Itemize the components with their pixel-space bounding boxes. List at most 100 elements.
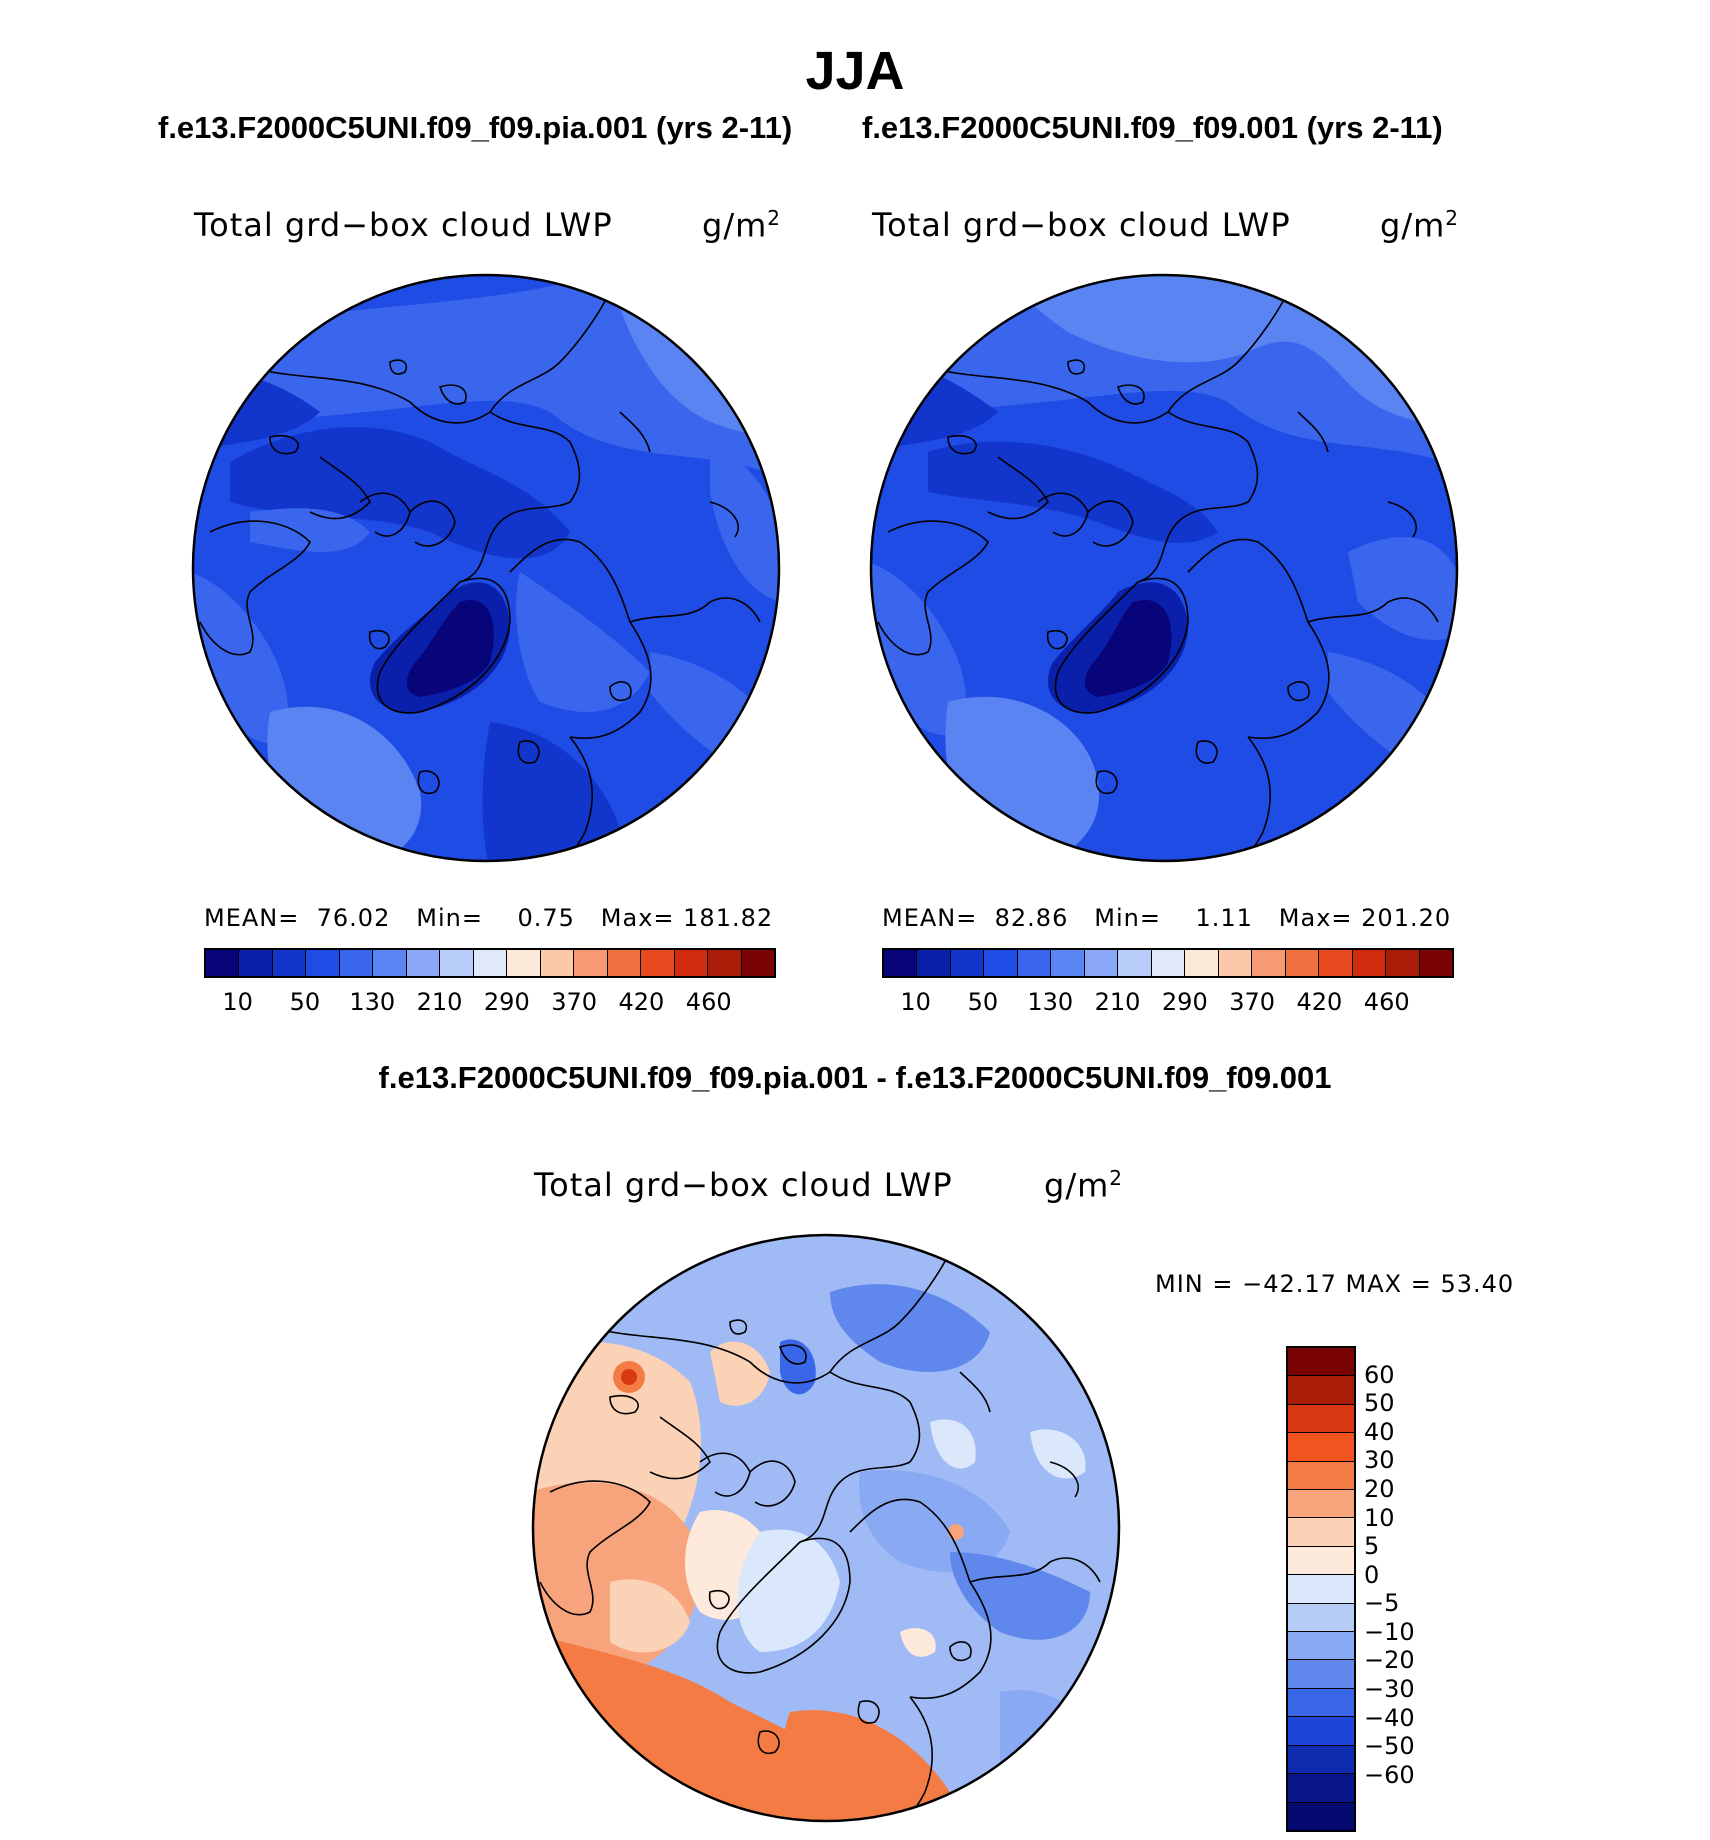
diff-colorbar-segment [1288,1745,1354,1775]
panel1-units-label: g/m2 [702,206,781,245]
panel2-colorbar-tick-label: 370 [1229,988,1276,1016]
panel2-colorbar-segment [1218,950,1253,976]
map-panel-2-coastlines [877,291,1449,861]
diff-colorbar [1286,1346,1356,1832]
panel2-colorbar-segment [1319,950,1353,976]
panel2-colorbar-tick-label: 420 [1296,988,1343,1016]
diff-units-label: g/m2 [1044,1166,1123,1205]
panel2-colorbar-segment [1419,950,1452,976]
panel2-colorbar-segment [1118,950,1152,976]
diff-colorbar-tick-label: −5 [1364,1589,1400,1618]
case-title-right: f.e13.F2000C5UNI.f09_f09.001 (yrs 2-11) [862,110,1443,145]
diff-colorbar-tick-label: −40 [1364,1703,1415,1732]
panel2-colorbar-segment [984,950,1018,976]
panel2-colorbar-segment [1051,950,1085,976]
diff-colorbar-segment [1288,1717,1354,1746]
diff-colorbar-tick-label: −50 [1364,1732,1415,1761]
panel2-colorbar-tick-label: 10 [900,988,931,1016]
diff-colorbar-ticks: 60 50 40 30 20 10 5 0 −5 −10 −20 −30 −40 −50 −60 [1364,1346,1464,1832]
panel1-colorbar-segment [741,950,774,976]
diff-colorbar-segment [1288,1433,1354,1462]
diff-colorbar-tick-label: 30 [1364,1446,1395,1475]
panel1-colorbar-segment [440,950,474,976]
map-panel-1-field [193,275,779,861]
difference-title: f.e13.F2000C5UNI.f09_f09.pia.001 - f.e13… [378,1060,1332,1095]
panel1-variable-label: Total grd−box cloud LWP [194,206,613,244]
panel1-colorbar-segment [306,950,340,976]
diff-colorbar-segment [1288,1546,1354,1576]
panel1-colorbar-segment [574,950,608,976]
diff-colorbar-segment [1288,1802,1354,1830]
panel1-colorbar-segment [373,950,407,976]
map-difference-field [533,1235,1119,1821]
panel2-colorbar-segment [1352,950,1387,976]
panel1-colorbar-segment [206,950,240,976]
diff-colorbar-segment [1288,1632,1354,1661]
map-panel-1 [191,273,781,863]
panel2-colorbar-tick-label: 210 [1094,988,1141,1016]
diff-colorbar-tick-label: −60 [1364,1760,1415,1789]
panel1-colorbar-segment [708,950,742,976]
map-difference [531,1233,1121,1823]
map-difference-coastlines [539,1251,1111,1821]
panel2-colorbar-tick-label: 290 [1161,988,1208,1016]
panel1-colorbar-tick-label: 460 [685,988,732,1016]
panel1-colorbar-segment [406,950,441,976]
panel1-colorbar-segment [239,950,273,976]
diff-colorbar-segment [1288,1774,1354,1803]
panel2-colorbar-ticks: 10 50 130 210 290 370 420 460 [882,988,1454,1018]
panel1-stats: MEAN= 76.02 Min= 0.75 Max= 181.82 [204,904,774,932]
panel1-colorbar-segment [540,950,575,976]
diff-colorbar-tick-label: 10 [1364,1503,1395,1532]
diff-colorbar-tick-label: −20 [1364,1646,1415,1675]
panel1-colorbar-segment [272,950,307,976]
diff-colorbar-segment [1288,1376,1354,1405]
diff-colorbar-segment [1288,1660,1354,1689]
map-panel-2-field [871,275,1457,861]
panel2-colorbar-segment [1285,950,1320,976]
panel1-colorbar-tick-label: 290 [483,988,530,1016]
panel2-colorbar-segment [1151,950,1186,976]
diff-colorbar-segment [1288,1404,1354,1434]
panel2-colorbar [882,948,1454,978]
panel1-colorbar-segment [339,950,374,976]
panel1-colorbar-tick-label: 210 [416,988,463,1016]
diff-colorbar-tick-label: −30 [1364,1675,1415,1704]
panel1-colorbar-segment [473,950,508,976]
panel1-colorbar-tick-label: 10 [222,988,253,1016]
panel2-colorbar-tick-label: 460 [1363,988,1410,1016]
panel1-colorbar-ticks: 10 50 130 210 290 370 420 460 [204,988,776,1018]
panel2-colorbar-segment [1386,950,1420,976]
diff-colorbar-tick-label: −10 [1364,1617,1415,1646]
diff-colorbar-tick-label: 60 [1364,1360,1395,1389]
panel1-colorbar-tick-label: 420 [618,988,665,1016]
diff-colorbar-segment [1288,1461,1354,1491]
diff-colorbar-tick-label: 20 [1364,1474,1395,1503]
map-panel-2 [869,273,1459,863]
panel1-colorbar-segment [507,950,541,976]
diff-colorbar-tick-label: 40 [1364,1417,1395,1446]
panel1-colorbar-tick-label: 50 [289,988,321,1016]
diff-colorbar-tick-label: 0 [1364,1560,1380,1589]
diff-colorbar-tick-label: 5 [1364,1532,1380,1561]
map-difference-boundary [531,1233,1121,1823]
panel2-colorbar-segment [1185,950,1219,976]
panel2-colorbar-segment [1084,950,1119,976]
case-title-left: f.e13.F2000C5UNI.f09_f09.pia.001 (yrs 2-… [158,110,793,145]
diff-colorbar-segment [1288,1603,1354,1633]
map-panel-1-boundary [191,273,781,863]
panel2-stats: MEAN= 82.86 Min= 1.11 Max= 201.20 [882,904,1452,932]
panel2-colorbar-segment [1017,950,1052,976]
panel2-units-label: g/m2 [1380,206,1459,245]
diff-colorbar-segment [1288,1688,1354,1718]
panel2-colorbar-segment [1252,950,1286,976]
diff-colorbar-segment [1288,1575,1354,1604]
panel1-colorbar-tick-label: 370 [551,988,598,1016]
diff-colorbar-tick-label: 50 [1364,1389,1395,1418]
panel2-variable-label: Total grd−box cloud LWP [872,206,1291,244]
diff-variable-label: Total grd−box cloud LWP [534,1166,953,1204]
panel2-colorbar-tick-label: 50 [967,988,999,1016]
map-panel-2-boundary [869,273,1459,863]
diff-colorbar-segment [1288,1348,1354,1377]
panel2-colorbar-segment [884,950,918,976]
